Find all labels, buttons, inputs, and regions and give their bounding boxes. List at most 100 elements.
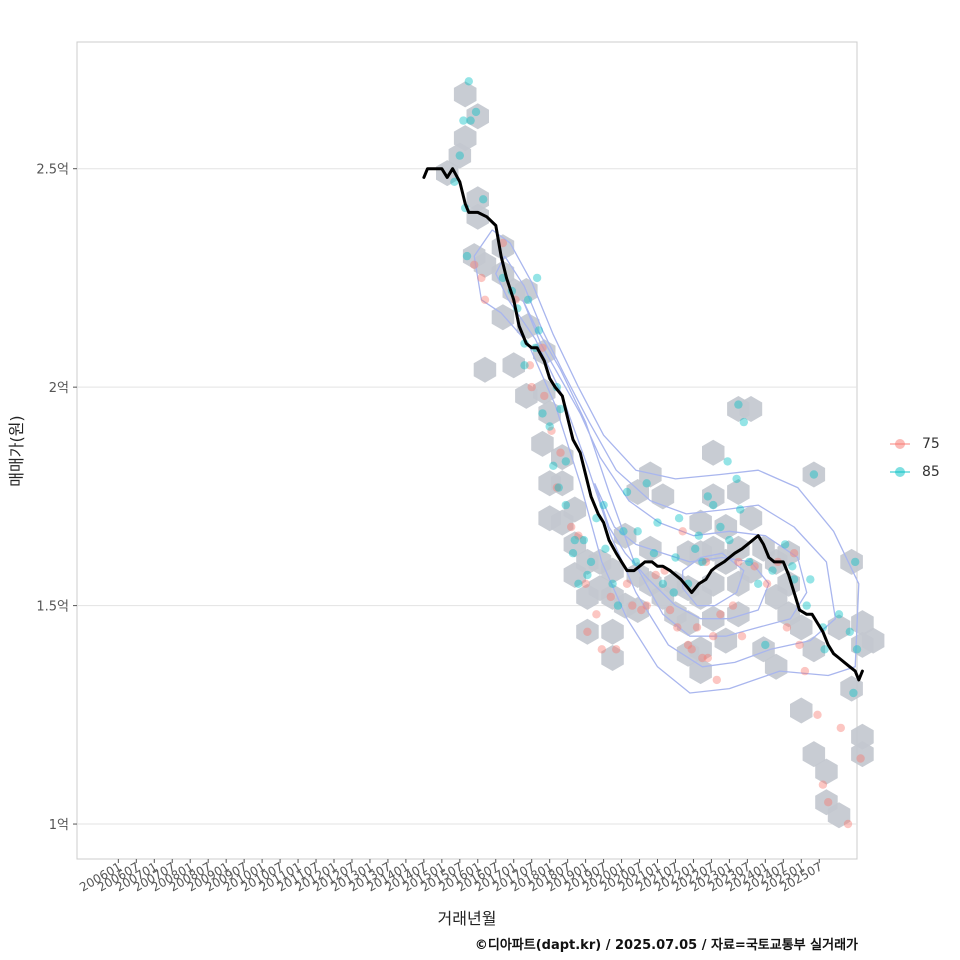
data-point-75	[698, 653, 707, 663]
data-point-75	[470, 260, 479, 269]
hexbin-cell	[689, 509, 712, 536]
data-point-85	[464, 77, 473, 86]
hexbin-cell	[727, 479, 750, 505]
hexbin-cell	[702, 483, 725, 510]
data-point-75	[651, 570, 660, 580]
data-point-85	[806, 575, 815, 584]
hexbin-cell	[531, 430, 554, 457]
x-axis-title: 거래년월	[438, 909, 497, 928]
hexbin-cell	[739, 396, 763, 422]
data-point-85	[613, 601, 623, 610]
data-point-85	[561, 457, 570, 466]
y-axis: 1억 1.5억 2억 2.5억	[36, 163, 77, 833]
data-point-85	[725, 535, 734, 545]
hexbin-cell	[502, 352, 525, 379]
data-point-85	[691, 544, 700, 553]
hexbin-cell	[790, 614, 813, 641]
y-axis-title: 매매가(원)	[7, 415, 26, 486]
data-point-75	[678, 527, 687, 536]
data-point-85	[601, 544, 610, 553]
hexbin-cell	[473, 251, 497, 278]
data-point-75	[480, 295, 490, 304]
legend-label-75: 75	[922, 436, 940, 452]
legend-item-85[interactable]: 85	[886, 458, 940, 486]
data-point-75	[737, 632, 747, 641]
data-point-85	[459, 116, 468, 125]
data-point-75	[538, 343, 547, 352]
hexbin-cell	[802, 741, 826, 768]
data-point-85	[845, 627, 854, 636]
data-point-75	[498, 238, 508, 248]
hexbin-cell	[639, 461, 662, 488]
data-point-85	[479, 195, 488, 204]
data-point-75	[709, 632, 718, 641]
data-point-85	[723, 457, 732, 466]
density-contour	[682, 552, 745, 607]
data-point-85	[809, 470, 819, 479]
hexbin-cell	[626, 479, 649, 505]
hexbin-cell	[815, 758, 838, 785]
data-point-85	[545, 422, 554, 431]
data-point-75	[583, 627, 592, 636]
hexbin-cell	[727, 601, 750, 628]
data-point-75	[540, 391, 549, 401]
data-point-75	[592, 610, 601, 619]
legend: 75 85	[886, 430, 940, 486]
legend-item-75[interactable]: 75	[886, 430, 940, 458]
hexbin-cell	[466, 103, 489, 130]
hexbin-cell	[764, 653, 788, 680]
hexbin-cell	[466, 186, 489, 213]
data-point-85	[732, 474, 741, 484]
data-point-75	[556, 448, 565, 457]
hexbin-cell	[851, 723, 874, 750]
data-point-85	[851, 557, 860, 567]
data-point-85	[471, 107, 481, 117]
data-point-75	[750, 562, 759, 571]
data-point-85	[450, 177, 459, 186]
legend-label-85: 85	[922, 464, 940, 480]
data-point-85	[622, 487, 632, 497]
legend-key-85	[886, 464, 914, 480]
data-point-85	[669, 588, 678, 597]
data-point-85	[671, 553, 680, 562]
data-point-75	[673, 623, 682, 632]
hexbin-cell	[453, 81, 477, 108]
data-point-85	[734, 400, 743, 409]
data-point-85	[849, 688, 858, 698]
density-contour	[593, 483, 770, 620]
density-contour	[473, 229, 860, 694]
data-point-75	[567, 522, 576, 532]
hexbin-cell	[563, 496, 587, 523]
data-point-85	[534, 326, 544, 335]
data-point-75	[824, 798, 833, 807]
data-point-85	[570, 535, 579, 545]
data-point-85	[703, 492, 712, 501]
y-tick-label: 2억	[49, 381, 69, 396]
data-point-75	[818, 780, 828, 789]
data-point-75	[800, 666, 810, 676]
hexbin-cell	[861, 627, 885, 654]
plot-panel	[76, 41, 858, 860]
data-point-75	[637, 605, 646, 615]
data-point-75	[612, 645, 621, 654]
hexbin-cell	[790, 697, 813, 724]
data-point-85	[716, 522, 725, 532]
hexbin-cell	[689, 658, 712, 685]
data-point-75	[628, 601, 637, 610]
y-tick-label: 1.5억	[36, 600, 69, 615]
data-point-75	[527, 382, 536, 392]
data-point-75	[716, 610, 725, 619]
data-point-85	[768, 566, 777, 575]
data-point-85	[631, 557, 641, 567]
data-point-85	[520, 361, 529, 370]
hexbin-cell	[538, 470, 561, 497]
data-point-75	[843, 819, 853, 829]
data-point-85	[586, 557, 596, 567]
hexbin-cell	[515, 382, 538, 409]
hexbin-cell	[840, 548, 863, 575]
data-point-85	[709, 500, 718, 510]
trend-line-path	[422, 167, 864, 682]
hexbin-cell	[533, 378, 556, 405]
hexbin-cell	[777, 540, 800, 567]
